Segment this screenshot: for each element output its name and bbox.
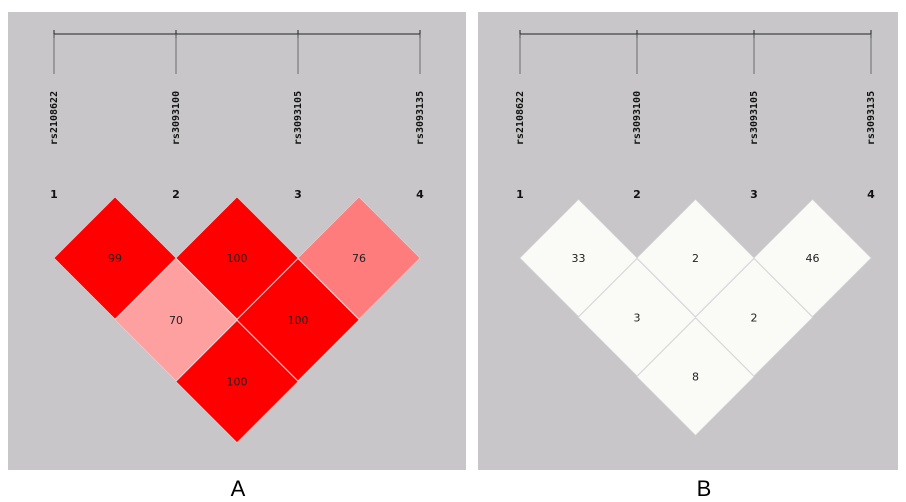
ld-cell (753, 199, 872, 317)
ld-cell-value: 100 (227, 252, 248, 265)
marker-number-label: 2 (633, 188, 641, 201)
panel-b-ld-plot: rs2108622 rs3093100 rs3093105 rs3093135 1 2 3 4… (478, 12, 898, 470)
marker-number-label: 1 (50, 188, 58, 201)
ld-cell-value: 2 (751, 311, 758, 324)
marker-number-label: 4 (416, 188, 424, 201)
ld-cell (578, 258, 696, 377)
marker-number-label: 2 (172, 188, 180, 201)
ld-heatmap-b: rs2108622 rs3093100 rs3093105 rs3093135 1 2 3 4… (515, 30, 877, 436)
snp-name-label: rs3093105 (293, 91, 304, 145)
snp-name-label: rs2108622 (515, 91, 526, 145)
ld-cell (236, 258, 360, 382)
marker-number-label: 3 (750, 188, 758, 201)
ld-cell (175, 196, 299, 320)
ld-cell-value: 70 (169, 314, 183, 327)
marker-number-label: 3 (294, 188, 302, 201)
marker-number-label: 4 (867, 188, 875, 201)
ld-cell-value: 8 (692, 371, 699, 384)
panel-label-a: A (230, 476, 246, 501)
ld-cell-value: 2 (692, 252, 699, 265)
ld-cell (114, 258, 238, 382)
ld-cell (519, 199, 638, 317)
ld-cell (175, 320, 299, 443)
snp-name-label: rs2108622 (49, 91, 60, 145)
snp-name-label: rs3093135 (415, 91, 426, 145)
ld-cell (695, 258, 813, 377)
ld-cell-value: 33 (572, 252, 586, 265)
panel-label-b: B (696, 476, 712, 501)
snp-name-label: rs3093100 (632, 91, 643, 145)
ld-cell (636, 317, 755, 436)
snp-name-label: rs3093135 (866, 91, 877, 145)
ld-cell-value: 46 (806, 252, 820, 265)
panel-a-ld-plot: rs2108622 rs3093100 rs3093105 rs3093135 1 2 3 4… (8, 12, 466, 470)
snp-name-label: rs3093100 (171, 91, 182, 145)
snp-name-label: rs3093105 (749, 91, 760, 145)
ld-heatmap-a: rs2108622 rs3093100 rs3093105 rs3093135 1 2 3 4… (49, 30, 426, 443)
ld-cell (297, 196, 421, 320)
ld-cell-value: 100 (227, 376, 248, 389)
marker-number-label: 1 (516, 188, 524, 201)
ld-cell (53, 196, 177, 320)
ld-cell-value: 99 (108, 252, 122, 265)
ld-cell-value: 3 (634, 311, 641, 324)
ld-cell-value: 76 (352, 252, 366, 265)
ld-cell-value: 100 (288, 314, 309, 327)
ld-cell (636, 199, 755, 317)
